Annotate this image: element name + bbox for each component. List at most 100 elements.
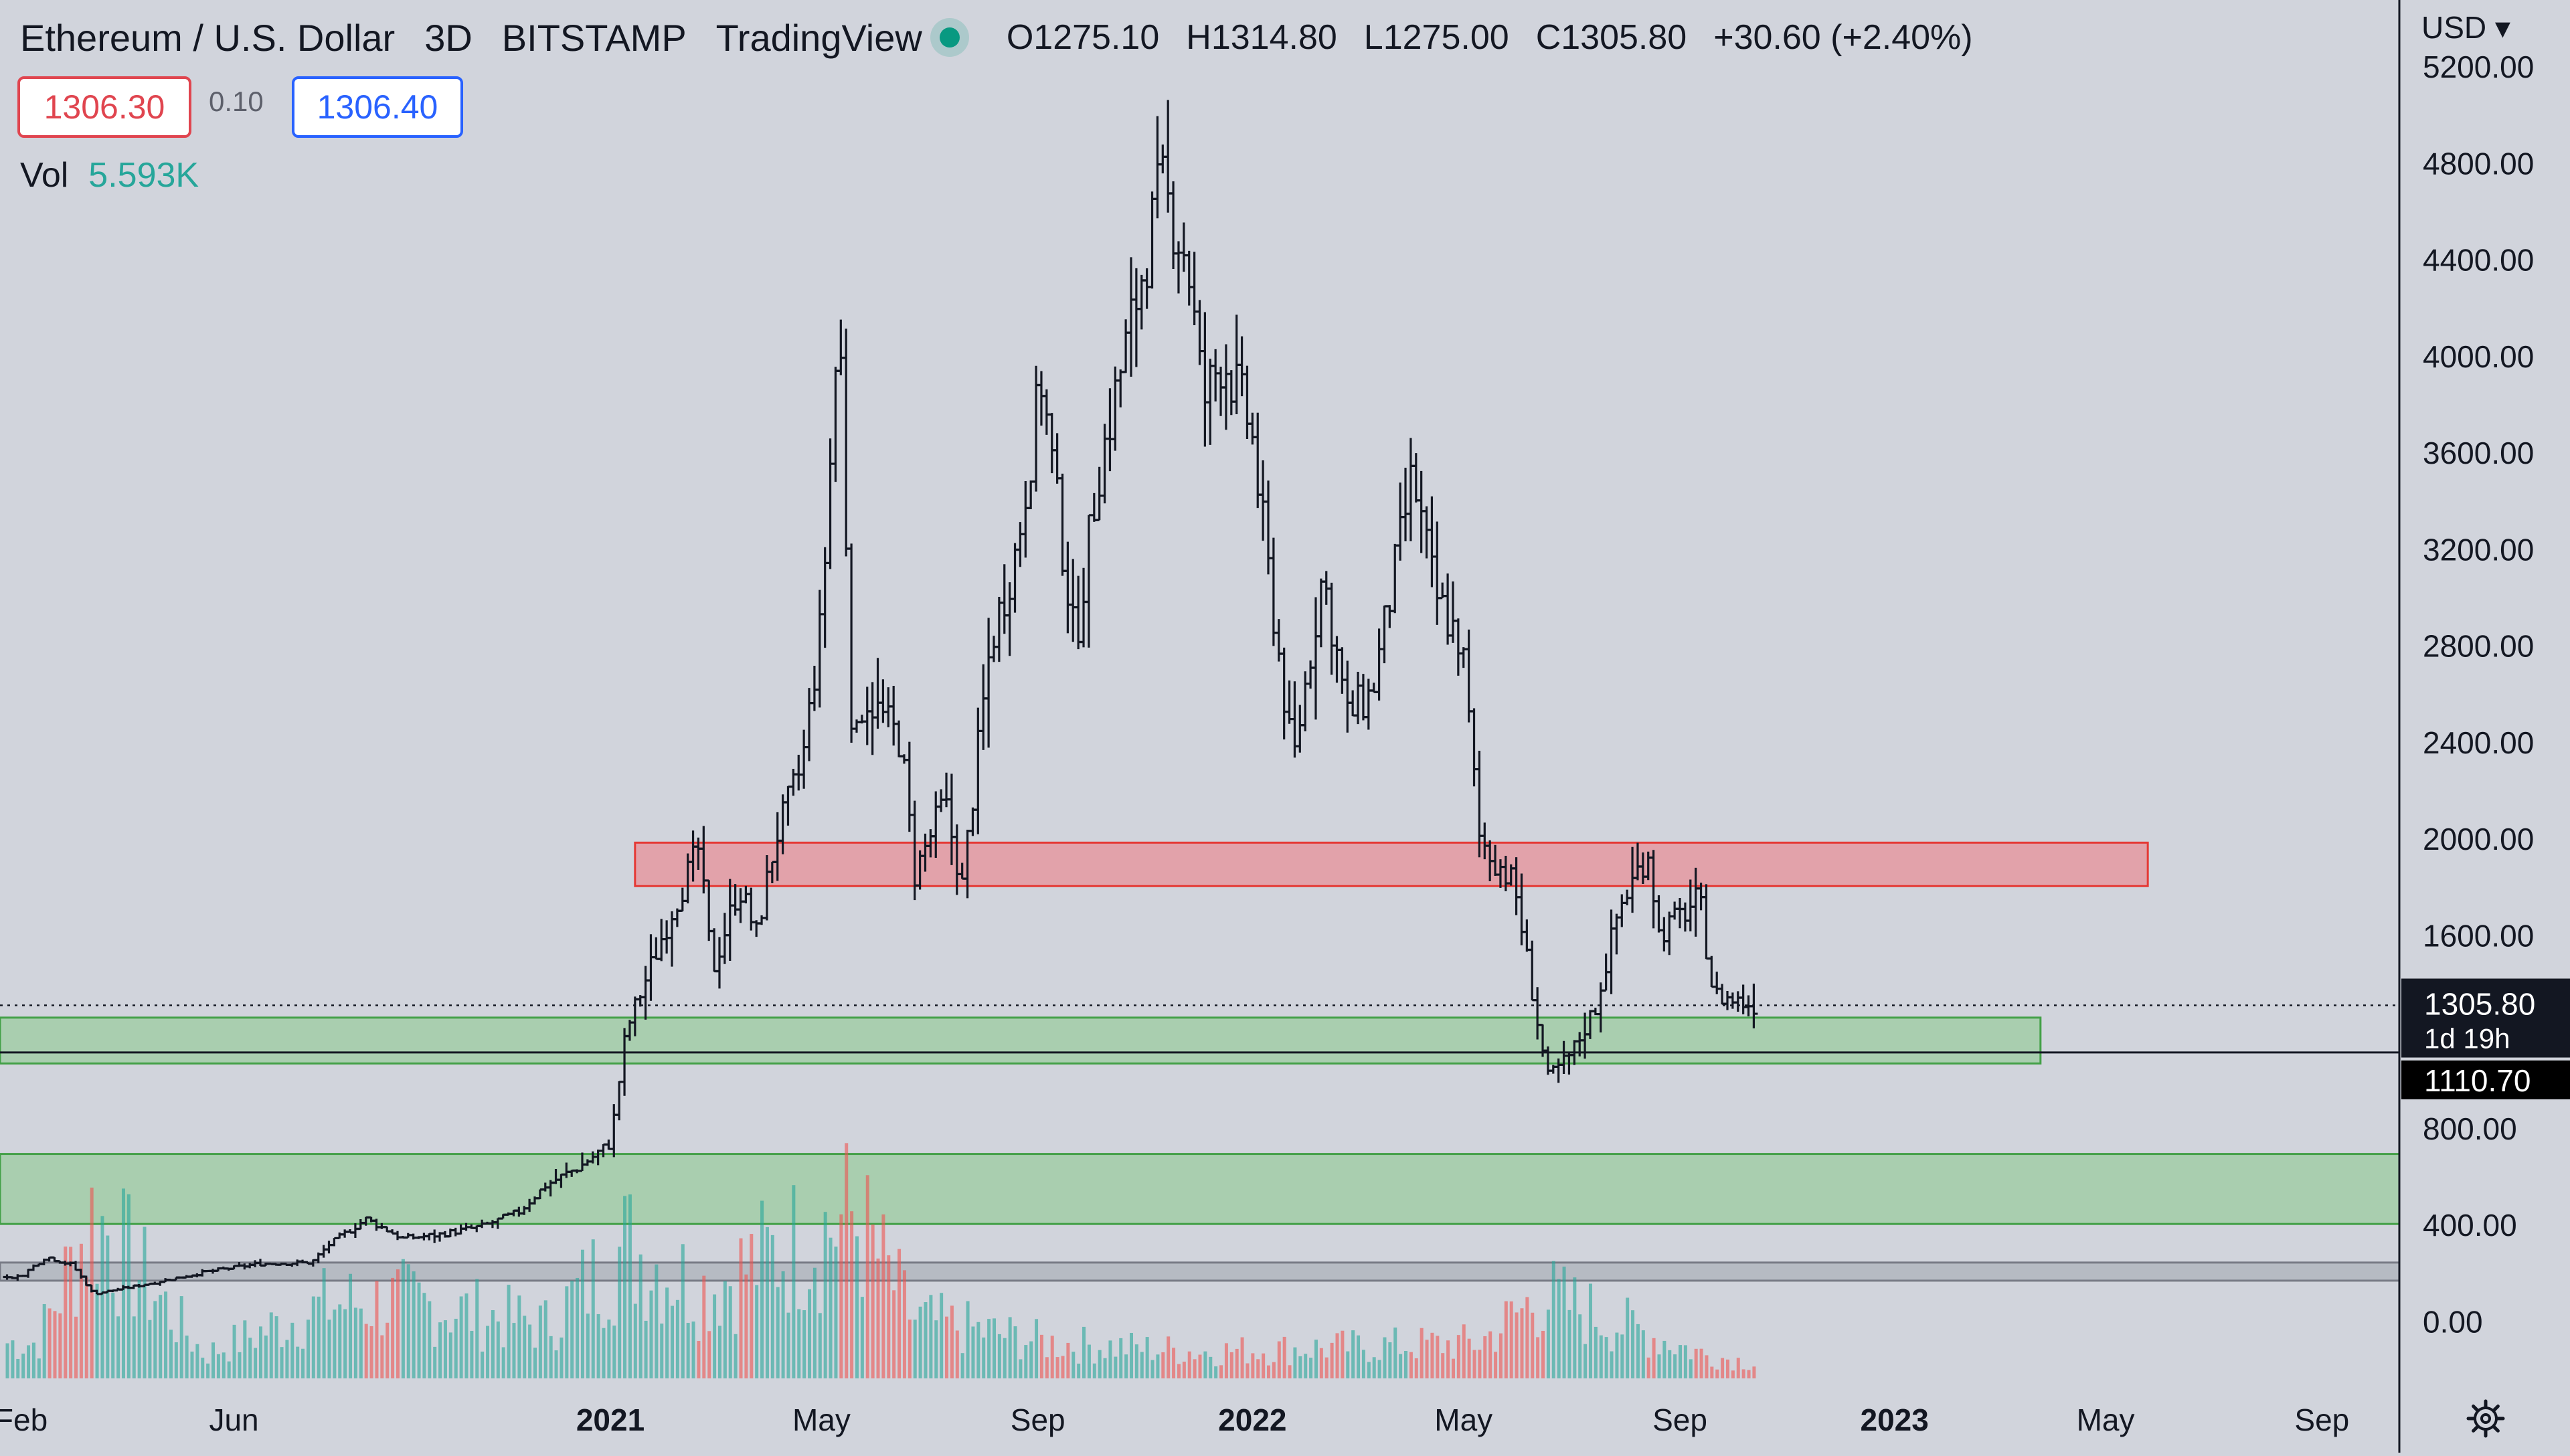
volume-bar: [1035, 1319, 1038, 1378]
volume-bar: [1272, 1362, 1276, 1378]
volume-bar: [1256, 1359, 1260, 1378]
volume-bar: [470, 1331, 473, 1378]
volume-bar: [517, 1295, 521, 1378]
ohlc-bar: [879, 679, 887, 723]
volume-bar: [1199, 1355, 1202, 1378]
ohlc-bar: [341, 1229, 349, 1237]
volume-bar: [702, 1276, 705, 1378]
volume-bar: [1183, 1362, 1186, 1378]
y-tick-label: 2800.00: [2423, 629, 2534, 664]
volume-bar: [1288, 1365, 1292, 1378]
volume-bar: [1737, 1358, 1740, 1378]
ohlc-bar: [1687, 880, 1695, 931]
y-axis: 0.00400.00800.001200.001600.002000.00240…: [2423, 50, 2534, 1339]
volume-bar: [1452, 1359, 1455, 1378]
volume-bar: [1040, 1335, 1043, 1378]
volume-bar: [565, 1286, 568, 1378]
ohlc-bar: [837, 320, 845, 375]
ohlc-bar: [1175, 242, 1183, 294]
volume-bar: [533, 1348, 537, 1378]
ohlc-bar: [1185, 251, 1193, 306]
interval-label[interactable]: 3D: [424, 16, 473, 60]
volume-bar: [1357, 1336, 1360, 1378]
volume-bar: [280, 1347, 284, 1378]
ohlc-bar: [831, 367, 839, 482]
volume-bar: [1373, 1357, 1376, 1378]
volume-bar: [929, 1295, 932, 1378]
ohlc-bar: [1676, 898, 1684, 928]
volume-bar: [887, 1255, 890, 1378]
y-tick-label: 3600.00: [2423, 436, 2534, 470]
volume-bar: [1251, 1353, 1254, 1378]
volume-bar: [592, 1239, 595, 1378]
ohlc-bar: [1122, 319, 1130, 373]
volume-bar: [380, 1336, 383, 1378]
x-tick-label: Sep: [1652, 1402, 1707, 1437]
exchange-label: BITSTAMP: [502, 16, 687, 60]
y-tick-label: 4000.00: [2423, 339, 2534, 374]
volume-bar: [1552, 1261, 1555, 1378]
source-label: TradingView: [716, 16, 922, 60]
ohlc-bar: [1433, 522, 1441, 625]
volume-bar: [96, 1284, 99, 1378]
ohlc-bar: [1085, 515, 1093, 648]
volume-bar: [1246, 1364, 1249, 1378]
volume-bar: [549, 1336, 553, 1378]
volume-bar: [1404, 1351, 1407, 1378]
volume-bar: [190, 1352, 193, 1378]
symbol-header[interactable]: Ethereum / U.S. Dollar 3D BITSTAMP Tradi…: [20, 12, 1973, 63]
volume-bar: [475, 1279, 479, 1378]
buy-price-button[interactable]: 1306.40: [292, 76, 463, 138]
ohlc-bar: [1296, 705, 1304, 752]
volume-bar: [681, 1244, 685, 1378]
volume-bar: [27, 1346, 30, 1378]
sell-price-button[interactable]: 1306.30: [17, 76, 191, 138]
ohlc-bar: [325, 1241, 333, 1253]
volume-bar: [914, 1320, 917, 1378]
x-tick-label: Sep: [1011, 1402, 1065, 1437]
ohlc-bar: [1338, 647, 1346, 694]
volume-bar: [586, 1313, 590, 1378]
volume-bar: [612, 1326, 616, 1378]
volume-bar: [1541, 1331, 1545, 1378]
symbol-name[interactable]: Ethereum / U.S. Dollar: [20, 16, 395, 60]
ohlc-bar: [1243, 366, 1251, 439]
ohlc-bar: [1718, 984, 1726, 1004]
volume-bar: [792, 1185, 795, 1378]
volume-bar: [233, 1325, 236, 1378]
ohlc-bar: [1375, 628, 1383, 701]
volume-bar: [349, 1274, 352, 1378]
ohlc-bar: [1359, 674, 1367, 720]
gear-icon[interactable]: [2466, 1398, 2506, 1439]
volume-bar: [697, 1341, 700, 1378]
volume-bar: [1388, 1342, 1391, 1378]
ohlc-bar: [610, 1104, 618, 1157]
volume-bar: [1130, 1333, 1133, 1378]
currency-selector[interactable]: USD ▾: [2421, 9, 2510, 46]
volume-bar: [1029, 1342, 1033, 1378]
volume-bar: [824, 1212, 827, 1378]
spread-value: 0.10: [209, 86, 264, 118]
volume-bar: [734, 1334, 738, 1378]
volume-bar: [676, 1300, 679, 1378]
volume-value: 5.593K: [88, 156, 199, 195]
volume-bar: [908, 1320, 912, 1378]
volume-bar: [365, 1324, 368, 1378]
volume-bar: [1098, 1350, 1102, 1378]
volume-bar: [512, 1323, 515, 1378]
ohlc-bar: [1053, 433, 1061, 483]
volume-bar: [428, 1301, 431, 1378]
volume-bar: [971, 1327, 974, 1378]
y-tick-label: 4800.00: [2423, 146, 2534, 181]
volume-bar: [1341, 1331, 1344, 1378]
ohlc-bar: [351, 1223, 359, 1238]
ohlc-bar: [1739, 985, 1747, 1014]
low-value: L1275.00: [1364, 17, 1509, 58]
ohlc-bar: [1385, 605, 1393, 628]
ohlc-bar: [1301, 671, 1309, 731]
volume-bar: [1045, 1357, 1049, 1378]
ohlc-bar: [1143, 268, 1151, 309]
volume-bar: [671, 1306, 674, 1378]
